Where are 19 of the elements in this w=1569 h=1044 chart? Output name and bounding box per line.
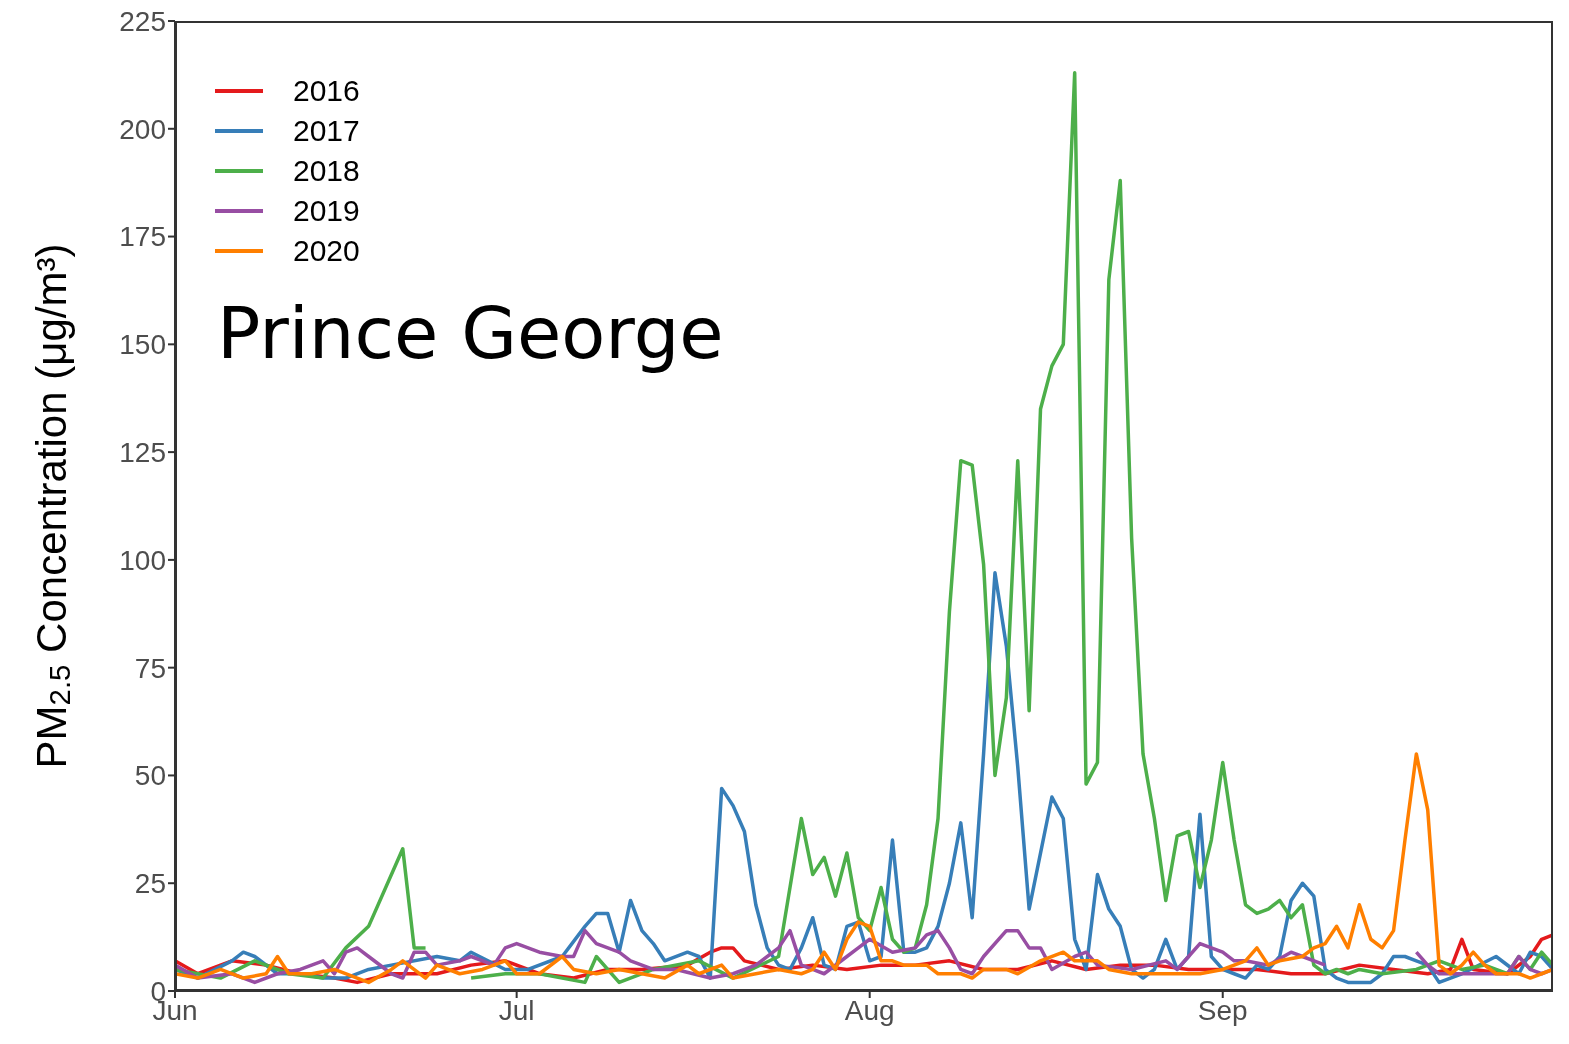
y-tick-label: 50 xyxy=(134,760,166,792)
y-tick-label: 25 xyxy=(134,868,166,900)
legend-label: 2017 xyxy=(293,114,360,148)
legend-label: 2018 xyxy=(293,154,360,188)
y-tick-label: 100 xyxy=(119,544,166,576)
x-tick-label: Jul xyxy=(498,994,535,1026)
y-tick-label: 125 xyxy=(119,437,166,469)
x-tick-label: Aug xyxy=(844,994,895,1026)
y-tick-label: 75 xyxy=(134,652,166,684)
y-tick-label: 175 xyxy=(119,221,166,253)
y-tick-label: 150 xyxy=(119,329,166,361)
y-tick-label: 200 xyxy=(119,113,166,145)
legend-label: 2020 xyxy=(293,234,360,268)
legend-label: 2019 xyxy=(293,194,360,228)
annotation: Prince George xyxy=(217,291,724,375)
y-tick-label: 225 xyxy=(119,5,166,37)
line-series xyxy=(175,752,1553,985)
x-tick-label: Sep xyxy=(1197,994,1248,1026)
legend-label: 2016 xyxy=(293,74,360,108)
